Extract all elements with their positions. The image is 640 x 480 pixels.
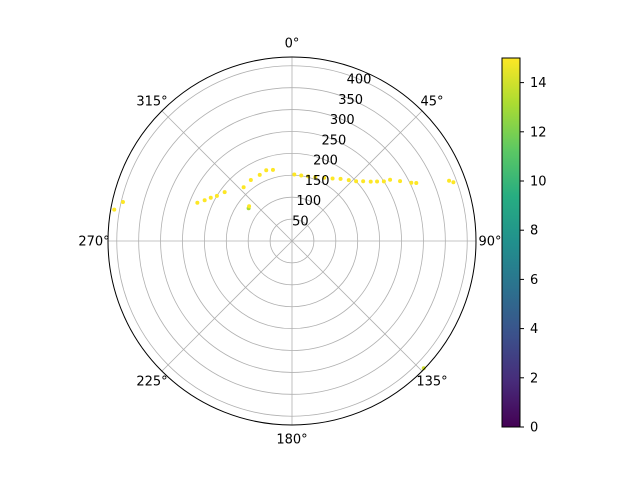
scatter-point: [451, 180, 456, 185]
scatter-point: [112, 207, 117, 212]
colorbar-frame: [501, 57, 521, 428]
scatter-point: [208, 195, 213, 200]
colorbar-tick-label: 14: [530, 76, 547, 91]
scatter-point: [375, 179, 380, 184]
theta-tick-label: 0°: [285, 37, 300, 52]
r-tick-labels: 50 100 150 200 250 300 350 400: [292, 73, 371, 230]
scatter-points: [112, 167, 456, 371]
theta-tick-label: 90°: [478, 235, 501, 250]
scatter-point: [299, 173, 304, 178]
scatter-point: [338, 176, 343, 181]
theta-tick-labels: 0° 45° 90° 135° 180° 225° 270° 315°: [78, 37, 501, 448]
scatter-point: [306, 174, 311, 179]
theta-grid-line: [161, 240, 293, 372]
colorbar-tick-label: 12: [530, 125, 547, 140]
scatter-point: [264, 168, 269, 173]
theta-tick-label: 135°: [416, 375, 447, 390]
scatter-point: [241, 185, 246, 190]
colorbar-gradient: [502, 58, 520, 427]
polar-grid: [108, 57, 476, 425]
scatter-point: [381, 179, 386, 184]
scatter-point: [248, 177, 253, 182]
r-tick-label: 150: [305, 174, 330, 189]
r-tick-label: 250: [321, 133, 346, 148]
colorbar-tick-label: 6: [530, 273, 538, 288]
colorbar: 0 2 4 6 8 10 12 14: [501, 57, 547, 436]
scatter-point: [361, 179, 366, 184]
theta-grid-line: [161, 110, 293, 242]
theta-tick-label: 180°: [276, 433, 307, 448]
colorbar-tick-label: 8: [530, 224, 538, 239]
theta-tick-label: 225°: [136, 375, 167, 390]
r-tick-label: 200: [313, 154, 338, 169]
colorbar-tick-label: 2: [530, 371, 538, 386]
scatter-point: [388, 177, 393, 182]
scatter-point: [330, 176, 335, 181]
scatter-point: [414, 181, 419, 186]
scatter-point: [214, 193, 219, 198]
theta-tick-label: 270°: [78, 235, 109, 250]
scatter-point: [322, 175, 327, 180]
scatter-point: [354, 179, 359, 184]
scatter-point: [202, 198, 207, 203]
scatter-point: [313, 175, 318, 180]
r-tick-label: 350: [338, 93, 363, 108]
scatter-point: [247, 204, 252, 209]
scatter-point: [398, 179, 403, 184]
scatter-point: [368, 179, 373, 184]
scatter-point: [346, 178, 351, 183]
theta-grid-line: [291, 240, 423, 372]
scatter-point: [120, 199, 125, 204]
theta-tick-label: 315°: [136, 94, 167, 109]
scatter-point: [222, 190, 227, 195]
theta-tick-label: 45°: [420, 94, 443, 109]
scatter-point: [421, 366, 426, 371]
scatter-point: [292, 172, 297, 177]
r-tick-label: 100: [296, 194, 321, 209]
scatter-point: [195, 200, 200, 205]
r-tick-label: 50: [292, 214, 309, 229]
r-tick-label: 400: [347, 73, 372, 88]
scatter-point: [257, 172, 262, 177]
colorbar-tick-labels: 0 2 4 6 8 10 12 14: [530, 76, 547, 435]
colorbar-tick-label: 10: [530, 175, 547, 190]
colorbar-tick-label: 0: [530, 421, 538, 436]
r-tick-label: 300: [330, 113, 355, 128]
scatter-point: [270, 167, 275, 172]
colorbar-ticks: [520, 82, 524, 428]
scatter-point: [409, 180, 414, 185]
polar-outer-ring: [107, 56, 477, 426]
theta-grid-line: [291, 110, 423, 242]
colorbar-tick-label: 4: [530, 322, 538, 337]
scatter-point: [447, 178, 452, 183]
